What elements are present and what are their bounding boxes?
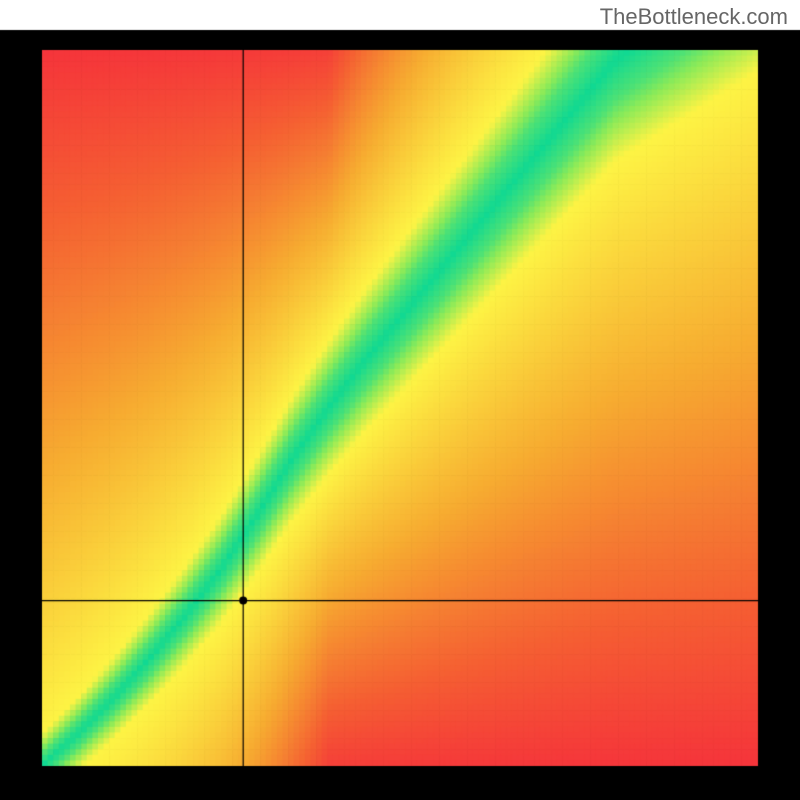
watermark-text: TheBottleneck.com (600, 4, 788, 30)
chart-container: TheBottleneck.com (0, 0, 800, 800)
bottleneck-heatmap (0, 0, 800, 800)
